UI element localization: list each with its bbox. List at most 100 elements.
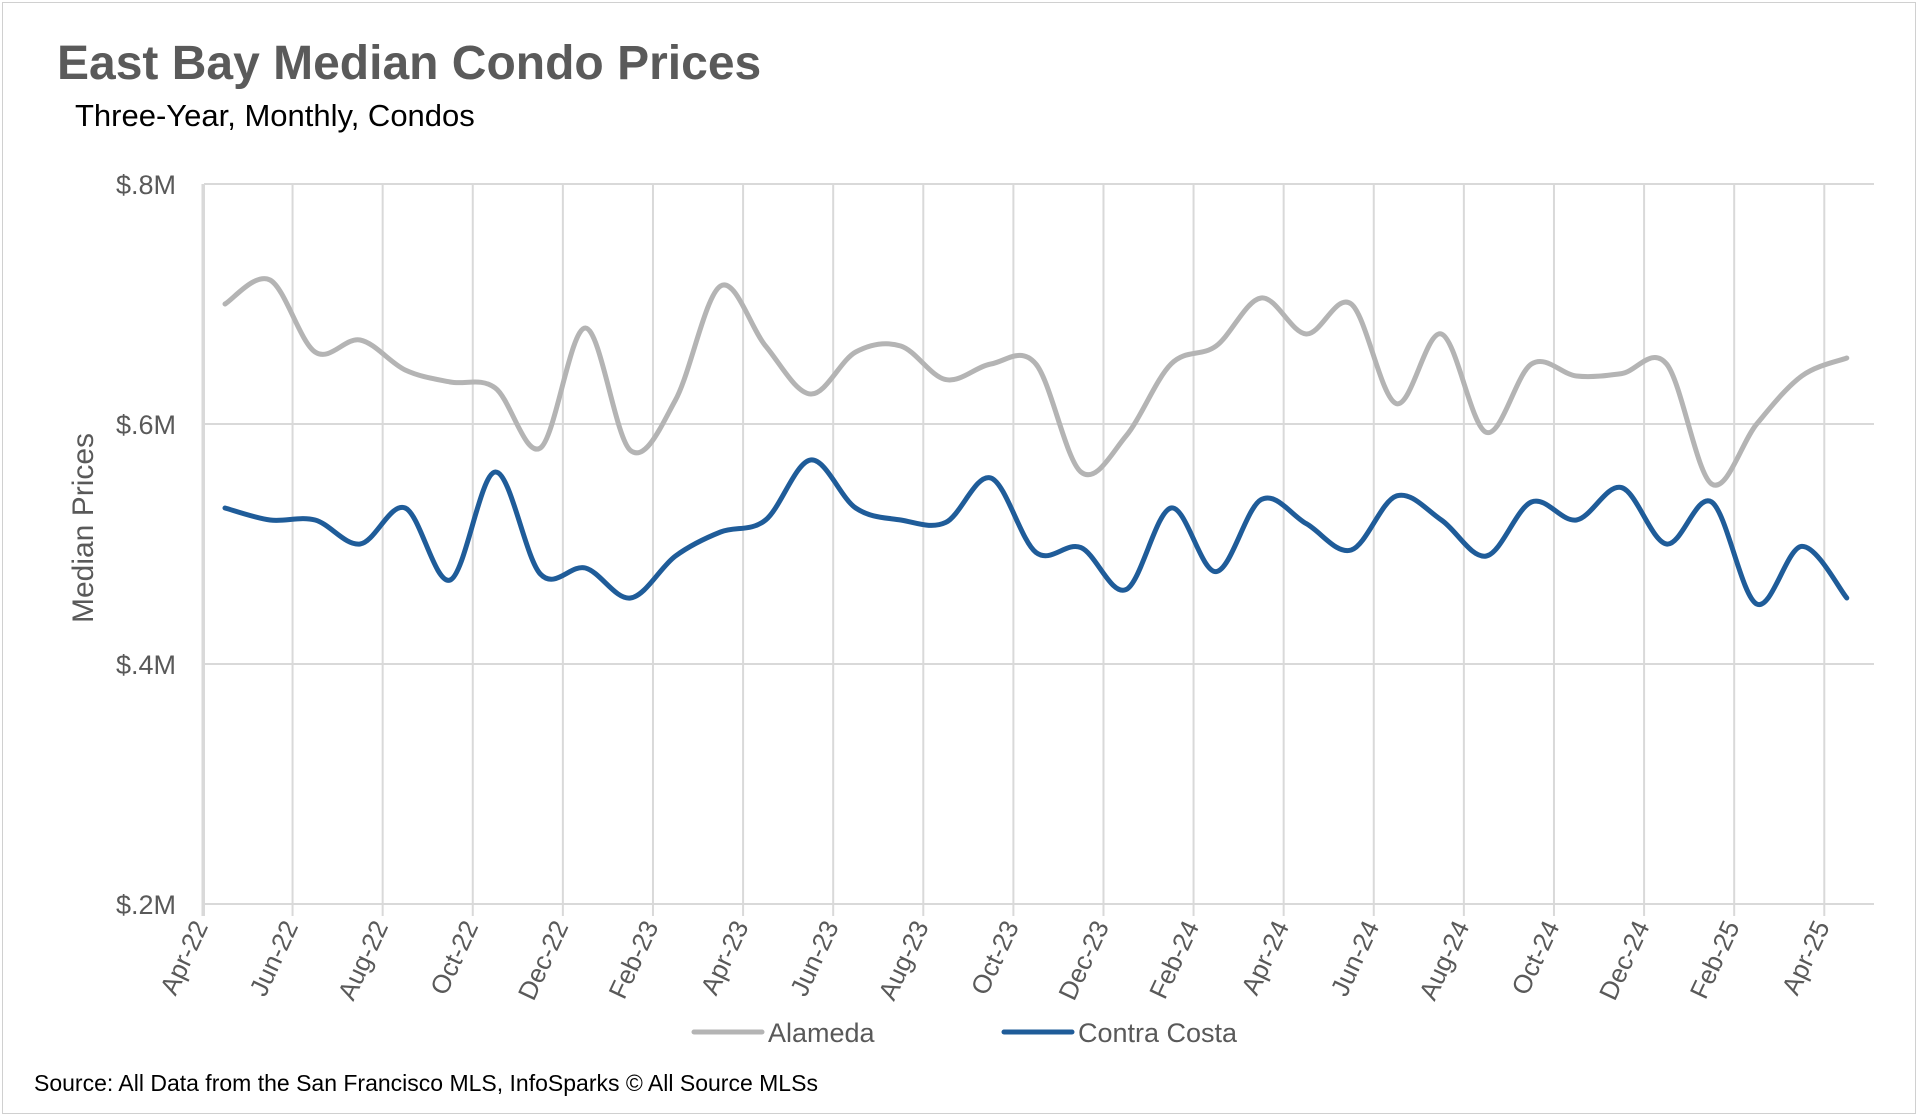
data-point-alameda xyxy=(898,344,903,349)
data-point-contra-costa xyxy=(1214,569,1219,574)
data-point-alameda xyxy=(1124,434,1129,439)
data-point-alameda xyxy=(1078,470,1083,475)
data-point-alameda xyxy=(403,368,408,373)
data-point-contra-costa xyxy=(1169,506,1174,511)
data-point-alameda xyxy=(448,380,453,385)
data-point-contra-costa xyxy=(853,506,858,511)
data-point-contra-costa xyxy=(358,542,363,547)
legend-label-alameda: Alameda xyxy=(768,1018,876,1048)
data-point-alameda xyxy=(1484,430,1489,435)
data-point-alameda xyxy=(1033,362,1038,367)
x-tick-label: Dec-24 xyxy=(1593,916,1656,1005)
data-point-contra-costa xyxy=(763,518,768,523)
data-point-contra-costa xyxy=(1844,596,1849,601)
data-point-alameda xyxy=(1394,401,1399,406)
data-point-alameda xyxy=(583,326,588,331)
x-tick-label: Jun-22 xyxy=(243,916,304,1001)
data-point-contra-costa xyxy=(1259,497,1264,502)
data-point-alameda xyxy=(1439,332,1444,337)
data-point-contra-costa xyxy=(1439,518,1444,523)
data-point-contra-costa xyxy=(718,530,723,535)
x-tick-label: Feb-23 xyxy=(602,916,664,1003)
data-point-alameda xyxy=(1799,374,1804,379)
chart-title: East Bay Median Condo Prices xyxy=(57,37,762,90)
y-tick-label: $.2M xyxy=(116,890,176,920)
data-point-alameda xyxy=(763,344,768,349)
data-point-contra-costa xyxy=(943,520,948,525)
data-point-contra-costa xyxy=(1799,544,1804,549)
data-point-contra-costa xyxy=(628,596,633,601)
x-tick-label: Oct-24 xyxy=(1505,916,1565,999)
data-point-alameda xyxy=(1754,422,1759,427)
x-tick-label: Feb-25 xyxy=(1684,916,1746,1003)
data-point-alameda xyxy=(1619,371,1624,376)
data-point-alameda xyxy=(1664,362,1669,367)
data-point-contra-costa xyxy=(583,566,588,571)
series-line-contra-costa xyxy=(222,457,1850,607)
data-point-contra-costa xyxy=(1304,521,1309,526)
x-tick-label: Aug-24 xyxy=(1413,916,1476,1005)
data-point-alameda xyxy=(1529,362,1534,367)
data-point-alameda xyxy=(988,362,993,367)
data-point-contra-costa xyxy=(403,506,408,511)
x-tick-label: Oct-23 xyxy=(965,916,1025,999)
data-point-contra-costa xyxy=(1664,542,1669,547)
x-tick-label: Aug-23 xyxy=(872,916,935,1005)
chart-subtitle: Three-Year, Monthly, Condos xyxy=(75,98,475,133)
data-point-alameda xyxy=(268,278,273,283)
data-point-contra-costa xyxy=(493,470,498,475)
x-tick-label: Dec-23 xyxy=(1052,916,1115,1005)
x-tick-label: Aug-22 xyxy=(331,916,394,1005)
legend: Alameda Contra Costa xyxy=(691,1018,1238,1048)
data-point-alameda xyxy=(223,302,228,307)
series-lines xyxy=(222,276,1850,607)
series-line-alameda xyxy=(222,276,1850,488)
data-point-contra-costa xyxy=(1394,494,1399,499)
data-point-contra-costa xyxy=(988,476,993,481)
legend-label-contra-costa: Contra Costa xyxy=(1078,1018,1238,1048)
axes: $.2M $.4M $.6M $.8M Apr-22 Jun-22 Aug-22 Oct-22… xyxy=(116,170,1836,1005)
data-point-alameda xyxy=(1169,362,1174,367)
y-tick-label: $.4M xyxy=(116,650,176,680)
x-tick-label: Apr-24 xyxy=(1235,916,1295,999)
data-point-contra-costa xyxy=(223,506,228,511)
data-point-alameda xyxy=(1844,356,1849,361)
data-point-alameda xyxy=(808,392,813,397)
data-point-alameda xyxy=(853,350,858,355)
data-point-contra-costa xyxy=(673,554,678,559)
x-tick-label: Apr-22 xyxy=(154,916,214,999)
data-point-contra-costa xyxy=(1484,554,1489,559)
data-point-contra-costa xyxy=(1709,500,1714,505)
data-point-contra-costa xyxy=(1574,518,1579,523)
source-note: Source: All Data from the San Francisco … xyxy=(34,1070,818,1096)
data-point-contra-costa xyxy=(1124,587,1129,592)
data-point-alameda xyxy=(1574,374,1579,379)
data-point-alameda xyxy=(358,338,363,343)
data-point-contra-costa xyxy=(1754,602,1759,607)
data-point-contra-costa xyxy=(1033,550,1038,555)
data-point-contra-costa xyxy=(313,518,318,523)
data-point-alameda xyxy=(493,386,498,391)
data-point-contra-costa xyxy=(1529,500,1534,505)
data-point-alameda xyxy=(1259,296,1264,301)
x-tick-label: Apr-25 xyxy=(1776,916,1836,999)
data-point-alameda xyxy=(1709,482,1714,487)
x-tick-label: Dec-22 xyxy=(512,916,575,1005)
data-point-contra-costa xyxy=(898,518,903,523)
data-point-contra-costa xyxy=(268,518,273,523)
data-point-contra-costa xyxy=(448,578,453,583)
y-tick-label: $.6M xyxy=(116,410,176,440)
data-point-alameda xyxy=(943,377,948,382)
data-point-contra-costa xyxy=(538,572,543,577)
x-tick-label: Feb-24 xyxy=(1143,916,1205,1003)
data-point-contra-costa xyxy=(1349,548,1354,553)
x-tick-label: Apr-23 xyxy=(694,916,754,999)
data-point-alameda xyxy=(538,446,543,451)
data-point-contra-costa xyxy=(1619,485,1624,490)
grid xyxy=(201,183,1874,916)
x-tick-label: Jun-23 xyxy=(784,916,845,1001)
data-point-alameda xyxy=(718,284,723,289)
data-point-contra-costa xyxy=(1078,545,1083,550)
